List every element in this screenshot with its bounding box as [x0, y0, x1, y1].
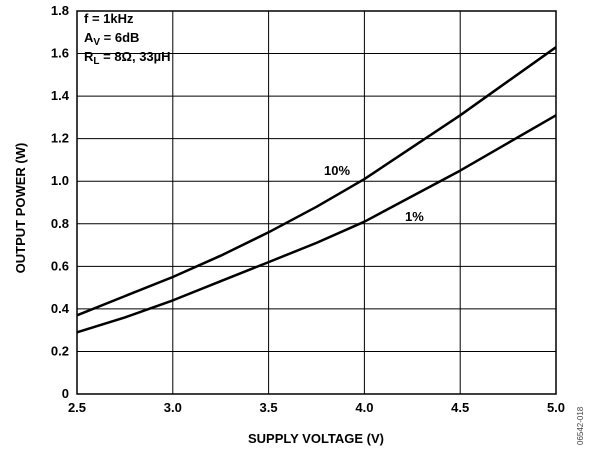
x-tick-labels: 2.5 3.0 3.5 4.0 4.5 5.0 — [68, 400, 565, 415]
y-tick-label: 0.2 — [51, 343, 69, 358]
x-tick-label: 2.5 — [68, 400, 86, 415]
series-line-1pct — [76, 114, 557, 334]
y-tick-label: 1.2 — [51, 131, 69, 146]
x-axis-title: SUPPLY VOLTAGE (V) — [248, 431, 384, 446]
series-label-10pct: 10% — [324, 163, 350, 178]
conditions-box: f = 1kHz AV = 6dB RL = 8Ω, 33µH — [84, 11, 171, 67]
series-label-1pct: 1% — [405, 209, 424, 224]
figure-code: 06542-018 — [576, 406, 585, 445]
x-tick-label: 4.5 — [451, 400, 469, 415]
y-tick-label: 1.6 — [51, 46, 69, 61]
condition-frequency: f = 1kHz — [84, 11, 134, 26]
x-tick-label: 4.0 — [355, 400, 373, 415]
y-axis-title: OUTPUT POWER (W) — [13, 143, 28, 274]
y-tick-label: 0.8 — [51, 216, 69, 231]
x-tick-label: 5.0 — [547, 400, 565, 415]
plot-frame — [76, 10, 557, 395]
y-tick-labels: 0 0.2 0.4 0.6 0.8 1.0 1.2 1.4 1.6 1.8 — [51, 3, 70, 401]
y-tick-label: 0.4 — [51, 301, 70, 316]
grid — [76, 10, 557, 395]
y-tick-label: 0 — [62, 386, 69, 401]
y-tick-label: 1.0 — [51, 173, 69, 188]
condition-gain: AV = 6dB — [84, 30, 139, 48]
x-tick-label: 3.0 — [164, 400, 182, 415]
condition-load: RL = 8Ω, 33µH — [84, 49, 171, 67]
x-tick-label: 3.5 — [260, 400, 278, 415]
y-tick-label: 0.6 — [51, 258, 69, 273]
y-tick-label: 1.8 — [51, 3, 69, 18]
y-tick-label: 1.4 — [51, 88, 70, 103]
series-line-10pct — [76, 46, 557, 317]
series-lines — [76, 46, 557, 334]
